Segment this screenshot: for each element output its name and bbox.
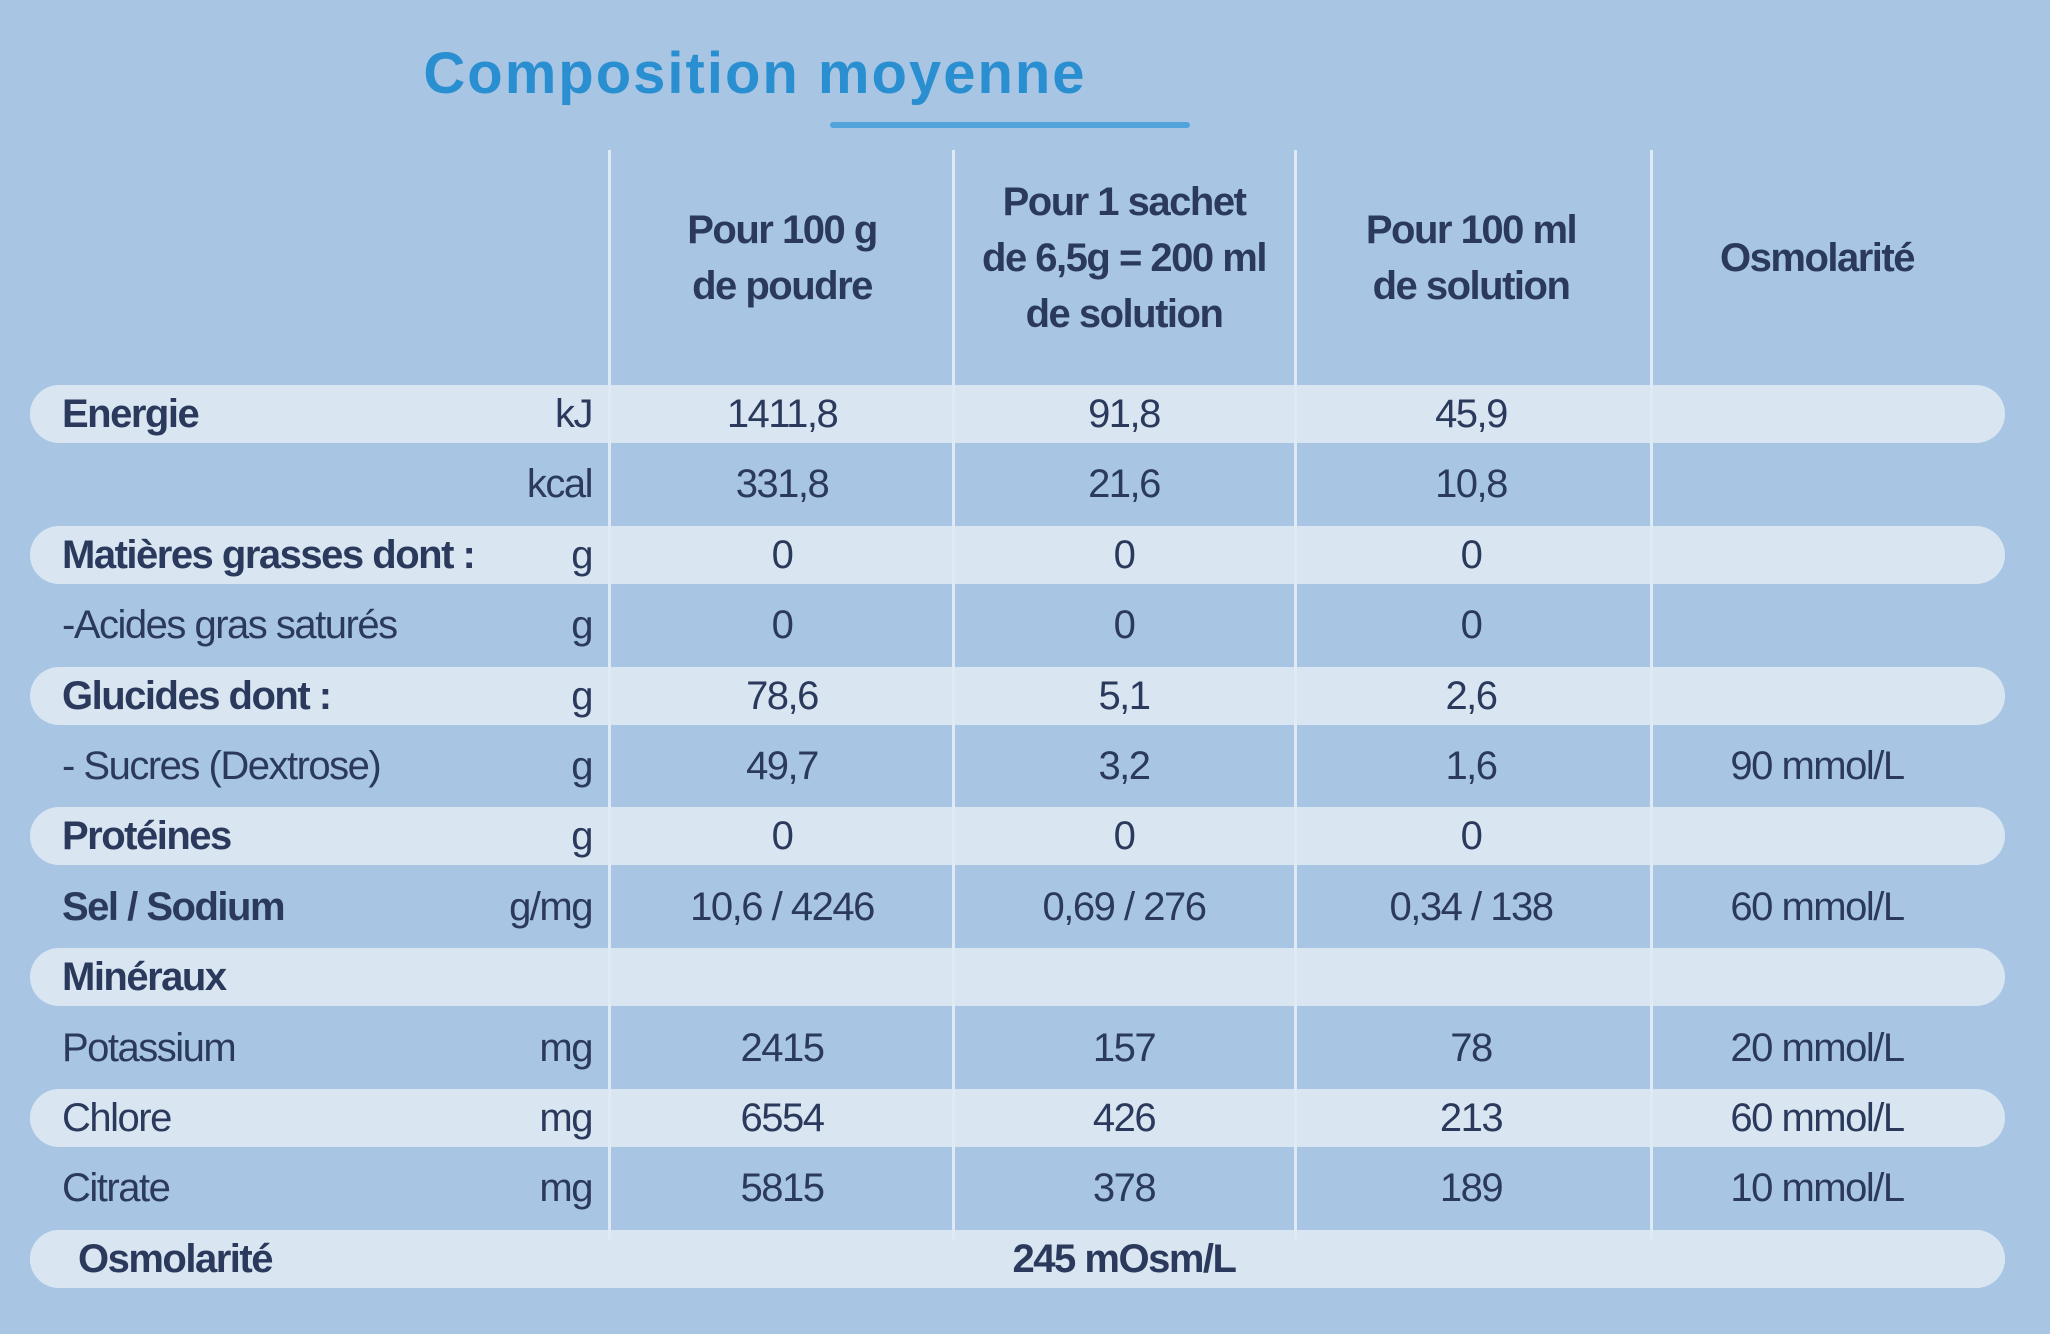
cell-value: 0 (1460, 532, 1483, 577)
column-divider (1294, 150, 1297, 1240)
cell-value: 10,8 (1435, 462, 1508, 507)
unit: kJ (555, 392, 594, 436)
cell-value: 6554 (740, 1096, 825, 1140)
column-divider (1650, 150, 1653, 1240)
cell-value: 3,2 (1098, 744, 1151, 788)
unit: mg (539, 1025, 593, 1070)
row-label: Chlore (62, 1096, 172, 1140)
cell-value: 2,6 (1445, 673, 1498, 718)
row-label: Sel / Sodium (62, 884, 286, 929)
cell-value: 5815 (740, 1166, 825, 1211)
cell-value: 331,8 (735, 462, 830, 507)
row-label: Potassium (62, 1025, 237, 1070)
row-label: Matières grasses dont : (62, 532, 476, 577)
row-stripe (30, 1229, 2005, 1288)
total-label: Osmolarité (78, 1236, 273, 1281)
cell-value: 45,9 (1435, 392, 1508, 436)
row-label: Energie (62, 392, 200, 436)
row-stripe (30, 666, 2005, 725)
cell-value: 378 (1092, 1166, 1157, 1211)
row-label: Minéraux (62, 955, 227, 1000)
cell-value: 0 (771, 814, 794, 859)
cell-value: 0 (1113, 603, 1136, 648)
title-underline (830, 122, 1190, 128)
cell-value: 0 (1460, 603, 1483, 648)
unit: mg (539, 1166, 593, 1211)
column-header: Pour 1 sachet de 6,5g = 200 ml de solution (954, 174, 1294, 342)
row-stripe (30, 385, 2005, 443)
unit: g/mg (509, 884, 593, 929)
osmolarity: 90 mmol/L (1730, 744, 1905, 788)
total-value: 245 mOsm/L (1012, 1236, 1237, 1281)
cell-value: 157 (1092, 1025, 1157, 1070)
cell-value: 0,34 / 138 (1389, 884, 1554, 929)
osmolarity: 20 mmol/L (1730, 1025, 1905, 1070)
cell-value: 91,8 (1088, 392, 1161, 436)
column-divider (952, 150, 955, 1240)
cell-value: 0 (771, 532, 794, 577)
unit: kcal (526, 462, 594, 507)
row-label: -Acides gras saturés (62, 603, 398, 648)
cell-value: 5,1 (1098, 673, 1151, 718)
header-line: de solution (1372, 264, 1571, 308)
osmolarity: 60 mmol/L (1730, 884, 1905, 929)
unit: mg (539, 1096, 593, 1140)
cell-value: 10,6 / 4246 (690, 884, 875, 929)
unit: g (571, 744, 593, 788)
cell-value: 21,6 (1088, 462, 1161, 507)
cell-value: 2415 (740, 1025, 825, 1070)
cell-value: 426 (1092, 1096, 1157, 1140)
row-stripe (30, 807, 2005, 866)
osmolarity: 60 mmol/L (1730, 1096, 1905, 1140)
header-line: de solution (1025, 292, 1224, 336)
cell-value: 0,69 / 276 (1042, 884, 1207, 929)
row-label: - Sucres (Dextrose) (62, 744, 382, 788)
cell-value: 0 (1113, 532, 1136, 577)
header-line: Pour 1 sachet (1002, 180, 1247, 224)
cell-value: 1,6 (1445, 744, 1498, 788)
row-stripe (30, 525, 2005, 584)
row-label: Glucides dont : (62, 673, 332, 718)
header-line: de poudre (692, 264, 873, 308)
row-stripe (30, 948, 2005, 1007)
cell-value: 0 (1113, 814, 1136, 859)
header-line: Osmolarité (1720, 236, 1915, 280)
cell-value: 189 (1439, 1166, 1504, 1211)
osmolarity: 10 mmol/L (1730, 1166, 1905, 1211)
column-divider (608, 150, 611, 1240)
unit: g (571, 673, 593, 718)
title: Composition moyenne (423, 41, 1087, 106)
unit: g (571, 814, 593, 859)
cell-value: 1411,8 (726, 392, 839, 436)
cell-value: 0 (771, 603, 794, 648)
header-line: de 6,5g = 200 ml (982, 236, 1267, 280)
unit: g (571, 603, 593, 648)
cell-value: 213 (1439, 1096, 1504, 1140)
unit: g (571, 532, 593, 577)
header-line: Pour 100 g (687, 208, 878, 252)
row-label: Protéines (62, 814, 232, 859)
row-stripe (30, 1089, 2005, 1147)
header-line: Pour 100 ml (1365, 208, 1578, 252)
column-header: Osmolarité (1647, 230, 1987, 286)
cell-value: 49,7 (746, 744, 819, 788)
cell-value: 0 (1460, 814, 1483, 859)
column-header: Pour 100 ml de solution (1301, 202, 1641, 314)
cell-value: 78 (1450, 1025, 1493, 1070)
column-header: Pour 100 g de poudre (612, 202, 952, 314)
row-label: Citrate (62, 1166, 171, 1211)
cell-value: 78,6 (746, 673, 819, 718)
